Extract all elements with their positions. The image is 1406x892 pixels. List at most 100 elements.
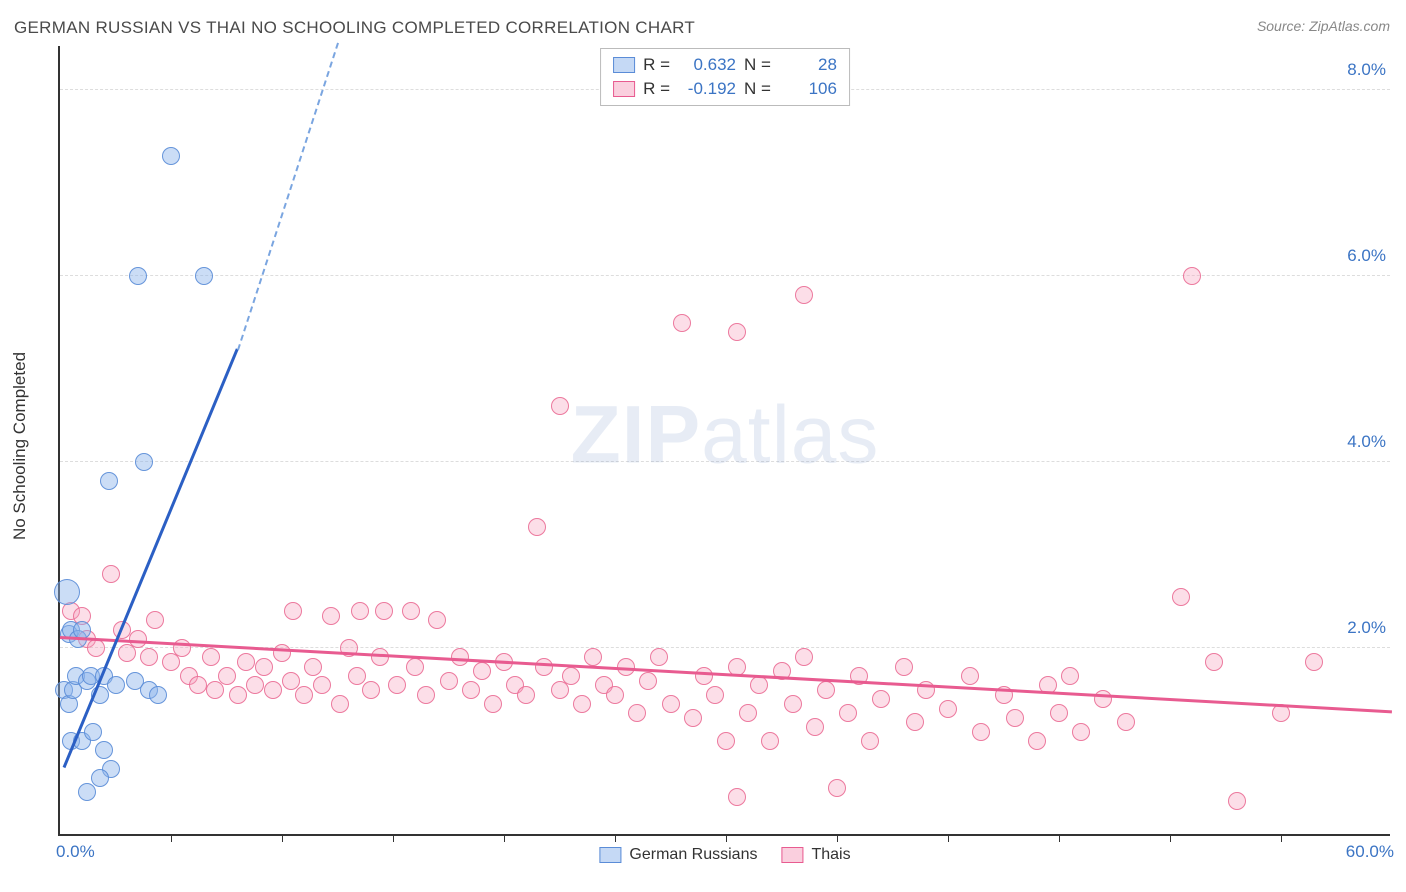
watermark: ZIPatlas	[571, 388, 880, 482]
data-point	[673, 314, 691, 332]
data-point	[255, 658, 273, 676]
legend-blue-label: German Russians	[629, 846, 757, 864]
data-point	[584, 648, 602, 666]
data-point	[189, 676, 207, 694]
x-tick-mark	[1170, 834, 1171, 842]
data-point	[684, 709, 702, 727]
data-point	[535, 658, 553, 676]
data-point	[313, 676, 331, 694]
x-tick-mark	[1281, 834, 1282, 842]
data-point	[828, 779, 846, 797]
swatch-blue-icon	[599, 847, 621, 863]
legend-pink-label: Thais	[811, 846, 850, 864]
data-point	[162, 147, 180, 165]
watermark-bold: ZIP	[571, 389, 702, 480]
data-point	[1205, 653, 1223, 671]
data-point	[1172, 588, 1190, 606]
stat-pink-n: 106	[779, 79, 837, 99]
data-point	[402, 602, 420, 620]
data-point	[784, 695, 802, 713]
data-point	[440, 672, 458, 690]
data-point	[362, 681, 380, 699]
data-point	[371, 648, 389, 666]
data-point	[1006, 709, 1024, 727]
data-point	[806, 718, 824, 736]
swatch-pink-icon	[613, 81, 635, 97]
data-point	[237, 653, 255, 671]
data-point	[91, 769, 109, 787]
data-point	[84, 723, 102, 741]
x-tick-mark	[282, 834, 283, 842]
chart-title: GERMAN RUSSIAN VS THAI NO SCHOOLING COMP…	[14, 18, 695, 38]
data-point	[107, 676, 125, 694]
data-point	[304, 658, 322, 676]
swatch-pink-icon	[781, 847, 803, 863]
data-point	[1228, 792, 1246, 810]
data-point	[140, 648, 158, 666]
data-point	[1183, 267, 1201, 285]
data-point	[739, 704, 757, 722]
data-point	[1061, 667, 1079, 685]
correlation-stats-box: R = 0.632 N = 28 R = -0.192 N = 106	[600, 48, 850, 106]
data-point	[229, 686, 247, 704]
stat-blue-n: 28	[779, 55, 837, 75]
legend: German Russians Thais	[599, 846, 850, 864]
gridline-h	[60, 461, 1390, 462]
legend-item-blue: German Russians	[599, 846, 757, 864]
data-point	[78, 783, 96, 801]
data-point	[728, 788, 746, 806]
data-point	[95, 741, 113, 759]
data-point	[706, 686, 724, 704]
data-point	[462, 681, 480, 699]
data-point	[972, 723, 990, 741]
data-point	[961, 667, 979, 685]
data-point	[484, 695, 502, 713]
data-point	[428, 611, 446, 629]
data-point	[1305, 653, 1323, 671]
data-point	[195, 267, 213, 285]
data-point	[202, 648, 220, 666]
data-point	[551, 397, 569, 415]
data-point	[628, 704, 646, 722]
data-point	[573, 695, 591, 713]
data-point	[639, 672, 657, 690]
data-point	[606, 686, 624, 704]
y-tick-label: 2.0%	[1347, 618, 1392, 638]
data-point	[388, 676, 406, 694]
data-point	[218, 667, 236, 685]
stat-pink-r: -0.192	[678, 79, 736, 99]
stat-label-n: N =	[744, 79, 771, 99]
data-point	[517, 686, 535, 704]
data-point	[1050, 704, 1068, 722]
data-point	[100, 472, 118, 490]
data-point	[375, 602, 393, 620]
legend-item-pink: Thais	[781, 846, 850, 864]
data-point	[528, 518, 546, 536]
data-point	[135, 453, 153, 471]
data-point	[1028, 732, 1046, 750]
source-label: Source: ZipAtlas.com	[1257, 18, 1390, 34]
data-point	[1072, 723, 1090, 741]
data-point	[906, 713, 924, 731]
data-point	[795, 286, 813, 304]
data-point	[73, 621, 91, 639]
plot-area: ZIPatlas R = 0.632 N = 28 R = -0.192 N =…	[58, 46, 1390, 836]
data-point	[662, 695, 680, 713]
data-point	[473, 662, 491, 680]
data-point	[295, 686, 313, 704]
data-point	[284, 602, 302, 620]
x-tick-mark	[615, 834, 616, 842]
data-point	[54, 579, 80, 605]
x-tick-label: 60.0%	[1346, 842, 1394, 862]
data-point	[264, 681, 282, 699]
x-tick-mark	[948, 834, 949, 842]
y-axis-label: No Schooling Completed	[10, 352, 30, 540]
data-point	[273, 644, 291, 662]
data-point	[146, 611, 164, 629]
x-tick-mark	[837, 834, 838, 842]
swatch-blue-icon	[613, 57, 635, 73]
data-point	[406, 658, 424, 676]
x-tick-mark	[393, 834, 394, 842]
data-point	[895, 658, 913, 676]
x-tick-mark	[504, 834, 505, 842]
